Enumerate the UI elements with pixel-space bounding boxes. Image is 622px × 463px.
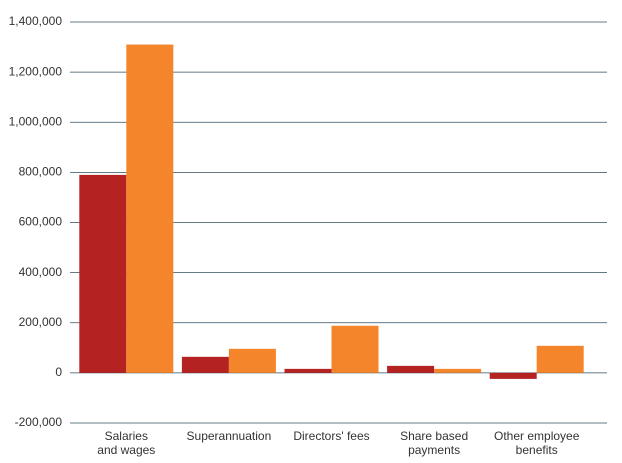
x-tick-label: Directors' fees: [293, 429, 369, 443]
bar: [126, 44, 174, 373]
y-tick-label: 1,000,000: [9, 114, 63, 128]
y-tick-label: 0: [55, 365, 62, 379]
x-tick-label: Share based payments: [400, 429, 468, 457]
x-tick-label: Salaries and wages: [97, 429, 155, 457]
y-tick-label: 1,400,000: [9, 14, 63, 28]
bar: [434, 368, 482, 373]
y-tick-label: 800,000: [19, 165, 63, 179]
y-tick-label: 600,000: [19, 215, 63, 229]
bar: [536, 345, 584, 373]
y-tick-label: 400,000: [19, 265, 63, 279]
bar: [228, 348, 276, 373]
bar: [79, 174, 127, 373]
y-tick-label: 200,000: [19, 315, 63, 329]
bar: [181, 356, 229, 373]
bar: [489, 372, 537, 379]
y-tick-label: -200,000: [15, 415, 63, 429]
x-tick-label: Superannuation: [187, 429, 272, 443]
bar: [331, 325, 379, 373]
bar: [284, 368, 332, 373]
y-tick-label: 1,200,000: [9, 64, 63, 78]
x-tick-label: Other employee benefits: [494, 429, 580, 457]
bar: [387, 365, 435, 373]
